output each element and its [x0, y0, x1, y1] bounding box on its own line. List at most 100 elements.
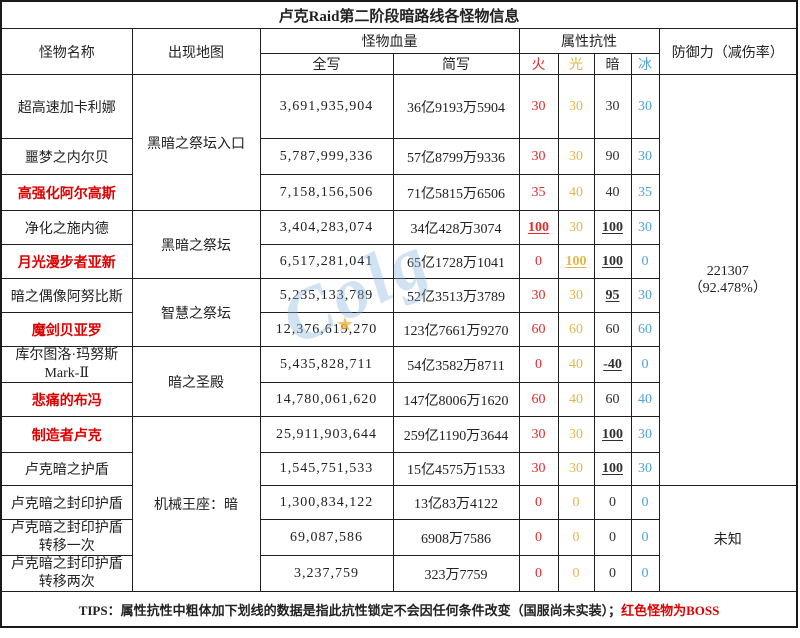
fire-resist-cell: 60 [518, 312, 559, 347]
light-resist-cell: 0 [557, 485, 595, 520]
ice-resist-cell: 30 [630, 138, 660, 175]
hp-short-cell: 6908万7586 [392, 519, 520, 556]
hp-short-cell: 15亿4575万1533 [392, 452, 520, 486]
light-resist-cell: 30 [557, 452, 595, 486]
dark-resist-cell: 100 [593, 244, 632, 279]
hp-short-cell: 65亿1728万1041 [392, 244, 520, 279]
defense-cell: 未知 [658, 485, 798, 592]
dark-resist-cell: 60 [593, 382, 632, 417]
hp-short-cell: 259亿1190万3644 [392, 416, 520, 453]
col-header-resist-group: 属性抗性 [518, 28, 660, 54]
fire-resist-cell: 0 [518, 555, 559, 592]
hp-full-cell: 14,780,061,620 [259, 382, 394, 417]
hp-short-cell: 36亿9193万5904 [392, 74, 520, 139]
fire-resist-cell: 30 [518, 416, 559, 453]
monster-name-cell: 卢克暗之护盾 [0, 452, 133, 486]
ice-resist-cell: 0 [630, 555, 660, 592]
light-resist-cell: 30 [557, 210, 595, 245]
dark-resist-cell: 30 [593, 74, 632, 139]
table-row: 库尔图洛·玛努斯 Mark-Ⅱ 暗之圣殿 5,435,828,711 54亿35… [0, 346, 797, 417]
col-header-light: 光 [557, 53, 595, 75]
col-header-monster-name: 怪物名称 [0, 28, 133, 75]
dark-resist-cell: 100 [593, 210, 632, 245]
dark-resist-cell: 90 [593, 138, 632, 175]
map-cell: 黑暗之祭坛 [131, 210, 261, 279]
title-row: 卢克Raid第二阶段暗路线各怪物信息 [0, 0, 798, 29]
hp-short-cell: 52亿3513万3789 [392, 278, 520, 313]
fire-resist-cell: 60 [518, 382, 559, 417]
ice-resist-cell: 0 [630, 519, 660, 556]
light-resist-cell: 40 [557, 346, 595, 383]
light-resist-cell: 30 [557, 416, 595, 453]
ice-resist-cell: 30 [630, 278, 660, 313]
fire-resist-cell: 0 [518, 346, 559, 383]
table-row: 暗之偶像阿努比斯 智慧之祭坛 5,235,133,789 52亿3513万378… [0, 278, 797, 347]
tips-boss-note: 红色怪物为BOSS [621, 602, 720, 618]
dark-resist-cell: 100 [593, 416, 632, 453]
fire-resist-cell: 30 [518, 138, 559, 175]
table-row: 高强化阿尔高斯 7,158,156,506 71亿5815万6506 35 40… [0, 174, 797, 211]
tips-prefix: TIPS：属性抗性中粗体加下划线的数据是指此抗性锁定不会因任何条件改变（国服尚未… [78, 602, 622, 618]
table-row: 悲痛的布冯 14,780,061,620 147亿8006万1620 60 40… [0, 382, 797, 417]
monster-name-cell: 暗之偶像阿努比斯 [0, 278, 133, 313]
hp-short-cell: 34亿428万3074 [392, 210, 520, 245]
dark-resist-cell: -40 [593, 346, 632, 383]
fire-resist-cell: 0 [518, 519, 559, 556]
hp-full-cell: 25,911,903,644 [259, 416, 394, 453]
col-header-map: 出现地图 [131, 28, 261, 75]
light-resist-cell: 30 [557, 278, 595, 313]
header-row-groups: 怪物名称 出现地图 怪物血量 属性抗性 防御力（减伤率） [0, 28, 798, 75]
hp-full-cell: 3,237,759 [259, 555, 394, 592]
hp-full-cell: 5,787,999,336 [259, 138, 394, 175]
monster-name-cell: 卢克暗之封印护盾 转移两次 [0, 555, 133, 592]
light-resist-cell: 40 [557, 174, 595, 211]
light-resist-cell: 100 [557, 244, 595, 279]
hp-full-cell: 69,087,586 [259, 519, 394, 556]
hp-short-cell: 54亿3582万8711 [392, 346, 520, 383]
ice-resist-cell: 35 [630, 174, 660, 211]
fire-resist-cell: 30 [518, 278, 559, 313]
monster-name-cell: 魔剑贝亚罗 [0, 312, 133, 347]
col-header-ice: 冰 [630, 53, 660, 75]
dark-resist-cell: 0 [593, 519, 632, 556]
monster-name-cell: 高强化阿尔高斯 [0, 174, 133, 211]
map-cell: 黑暗之祭坛入口 [131, 74, 261, 211]
table-row: 卢克暗之封印护盾 1,300,834,122 13亿83万4122 0 0 0 … [0, 485, 798, 592]
light-resist-cell: 0 [557, 555, 595, 592]
monster-name-cell: 超高速加卡利娜 [0, 74, 133, 139]
hp-full-cell: 5,235,133,789 [259, 278, 394, 313]
hp-short-cell: 323万7759 [392, 555, 520, 592]
table-row: 卢克暗之封印护盾 转移两次 3,237,759 323万7759 0 0 0 0 [0, 555, 797, 592]
monster-name-cell: 噩梦之内尔贝 [0, 138, 133, 175]
ice-resist-cell: 30 [630, 74, 660, 139]
col-header-hp-short: 简写 [392, 53, 520, 75]
hp-full-cell: 3,404,283,074 [259, 210, 394, 245]
fire-resist-cell: 30 [518, 452, 559, 486]
ice-resist-cell: 60 [630, 312, 660, 347]
tips-text: TIPS：属性抗性中粗体加下划线的数据是指此抗性锁定不会因任何条件改变（国服尚未… [0, 591, 798, 628]
table-row: 月光漫步者亚新 6,517,281,041 65亿1728万1041 0 100… [0, 244, 797, 279]
dark-resist-cell: 40 [593, 174, 632, 211]
page-title: 卢克Raid第二阶段暗路线各怪物信息 [0, 0, 798, 29]
table-row: 超高速加卡利娜 黑暗之祭坛入口 3,691,935,904 36亿9193万59… [0, 74, 798, 486]
header-row-sub: 全写 简写 火 光 暗 冰 [1, 53, 797, 75]
hp-full-cell: 6,517,281,041 [259, 244, 394, 279]
tips-row: TIPS：属性抗性中粗体加下划线的数据是指此抗性锁定不会因任何条件改变（国服尚未… [0, 591, 798, 628]
hp-full-cell: 1,545,751,533 [259, 452, 394, 486]
col-header-dark: 暗 [593, 53, 632, 75]
monster-name-cell: 卢克暗之封印护盾 [0, 485, 133, 520]
fire-resist-cell: 35 [518, 174, 559, 211]
dark-resist-cell: 100 [593, 452, 632, 486]
defense-cell: 221307 （92.478%） [658, 74, 798, 486]
col-header-hp-group: 怪物血量 [259, 28, 520, 54]
hp-full-cell: 5,435,828,711 [259, 346, 394, 383]
monster-name-cell: 悲痛的布冯 [0, 382, 133, 417]
dark-resist-cell: 95 [593, 278, 632, 313]
ice-resist-cell: 0 [630, 485, 660, 520]
ice-resist-cell: 0 [630, 244, 660, 279]
hp-full-cell: 1,300,834,122 [259, 485, 394, 520]
light-resist-cell: 0 [557, 519, 595, 556]
light-resist-cell: 60 [557, 312, 595, 347]
